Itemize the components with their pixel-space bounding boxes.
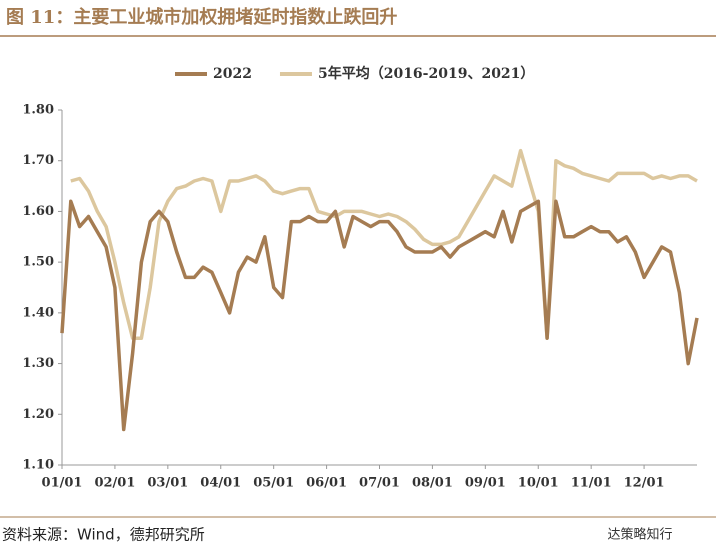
x-tick-label: 07/01 bbox=[359, 476, 400, 491]
y-tick-label: 1.40 bbox=[22, 305, 54, 320]
x-tick-label: 06/01 bbox=[306, 476, 347, 491]
x-tick-label: 04/01 bbox=[200, 476, 241, 491]
x-tick-label: 05/01 bbox=[253, 476, 294, 491]
legend: 2022 5年平均（2016-2019、2021） bbox=[175, 65, 534, 82]
legend-label: 2022 bbox=[213, 66, 252, 82]
x-tick-label: 03/01 bbox=[147, 476, 188, 491]
legend-label: 5年平均（2016-2019、2021） bbox=[318, 65, 534, 82]
x-tick-label: 11/01 bbox=[571, 476, 612, 491]
series-line bbox=[60, 199, 699, 432]
x-tick-label: 10/01 bbox=[518, 476, 559, 491]
x-tick-label: 02/01 bbox=[94, 476, 135, 491]
x-tick-label: 08/01 bbox=[412, 476, 453, 491]
y-tick-label: 1.30 bbox=[22, 356, 54, 371]
x-tick-label: 09/01 bbox=[465, 476, 506, 491]
y-tick-label: 1.10 bbox=[22, 458, 54, 473]
y-tick-label: 1.70 bbox=[22, 153, 54, 168]
y-tick-label: 1.50 bbox=[22, 255, 54, 270]
y-tick-label: 1.60 bbox=[22, 204, 54, 219]
x-tick-label: 12/01 bbox=[624, 476, 665, 491]
x-tick-label: 01/01 bbox=[42, 476, 83, 491]
source: 资料来源：Wind，德邦研究所 bbox=[2, 526, 205, 544]
y-tick-label: 1.80 bbox=[22, 103, 54, 118]
y-tick-label: 1.20 bbox=[22, 407, 54, 422]
watermark: 达策略知行 bbox=[607, 527, 672, 543]
chart-title: 图 11：主要工业城市加权拥堵延时指数止跌回升 bbox=[6, 6, 397, 28]
series-line bbox=[70, 148, 698, 340]
